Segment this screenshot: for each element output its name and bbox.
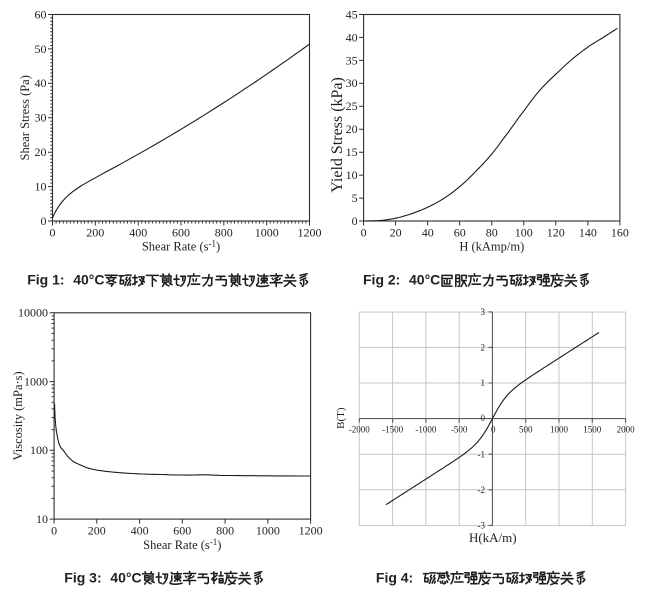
svg-text:40: 40 [35,76,47,90]
svg-text:600: 600 [172,226,190,240]
svg-text:1: 1 [481,378,486,388]
svg-text:40°C: 40°C [110,569,141,585]
svg-text:-500: -500 [451,424,468,434]
svg-text:Shear Stress (Pa): Shear Stress (Pa) [18,75,32,160]
svg-text:Fig 4:: Fig 4: [376,569,413,585]
svg-text:B(T): B(T) [335,407,347,429]
svg-text:Shear Rate (s-1): Shear Rate (s-1) [142,239,220,254]
svg-text:-2: -2 [478,485,486,495]
svg-text:500: 500 [519,424,533,434]
svg-text:10: 10 [35,180,47,194]
svg-text:800: 800 [215,226,233,240]
svg-text:3: 3 [481,307,486,317]
svg-text:40: 40 [422,226,434,240]
svg-text:400: 400 [131,524,149,538]
svg-text:40°C: 40°C [409,272,440,288]
svg-text:Yield Stress (kPa): Yield Stress (kPa) [329,77,346,193]
svg-text:40: 40 [346,30,358,44]
svg-text:60: 60 [454,226,466,240]
svg-text:35: 35 [346,53,358,67]
svg-text:30: 30 [35,111,47,125]
svg-text:80: 80 [486,226,498,240]
svg-text:0: 0 [352,214,358,228]
svg-text:60: 60 [35,7,47,21]
svg-text:Viscosity (mPa·s): Viscosity (mPa·s) [11,371,25,460]
svg-text:1000: 1000 [255,226,279,240]
svg-text:100: 100 [515,226,533,240]
svg-text:0: 0 [41,214,47,228]
svg-text:1500: 1500 [583,424,602,434]
svg-text:400: 400 [129,226,147,240]
svg-text:0: 0 [50,226,56,240]
svg-text:Fig 3:: Fig 3: [64,569,101,585]
svg-text:2000: 2000 [617,424,636,434]
svg-text:Fig 1:: Fig 1: [27,272,64,288]
svg-text:5: 5 [352,191,358,205]
svg-text:Shear Rate (s-1): Shear Rate (s-1) [143,537,221,552]
svg-text:30: 30 [346,76,358,90]
svg-text:20: 20 [35,145,47,159]
svg-text:-1: -1 [478,449,486,459]
svg-text:H(kA/m): H(kA/m) [469,530,517,545]
svg-text:10: 10 [36,512,48,526]
svg-text:1000: 1000 [256,524,280,538]
svg-text:140: 140 [579,226,597,240]
svg-text:10: 10 [346,168,358,182]
svg-text:H (kAmp/m): H (kAmp/m) [459,240,524,254]
svg-text:0: 0 [361,226,367,240]
svg-text:2: 2 [481,343,486,353]
svg-text:10000: 10000 [18,306,48,320]
svg-text:0: 0 [491,424,496,434]
svg-text:50: 50 [35,42,47,56]
svg-text:-1500: -1500 [382,424,403,434]
svg-text:100: 100 [30,443,48,457]
svg-text:600: 600 [173,524,191,538]
svg-text:120: 120 [547,226,565,240]
svg-text:200: 200 [88,524,106,538]
svg-text:Fig 2:: Fig 2: [363,272,400,288]
svg-text:200: 200 [86,226,104,240]
svg-text:15: 15 [346,145,358,159]
svg-text:45: 45 [346,7,358,21]
svg-text:160: 160 [611,226,629,240]
svg-text:20: 20 [346,122,358,136]
svg-text:1000: 1000 [24,375,48,389]
svg-text:0: 0 [51,524,57,538]
svg-text:-2000: -2000 [349,424,370,434]
svg-text:800: 800 [216,524,234,538]
svg-text:0: 0 [481,413,486,423]
svg-text:-1000: -1000 [415,424,436,434]
svg-text:40°C: 40°C [73,272,104,288]
svg-text:1000: 1000 [550,424,569,434]
svg-text:20: 20 [390,226,402,240]
svg-text:25: 25 [346,99,358,113]
svg-text:-3: -3 [478,521,486,531]
svg-text:1200: 1200 [298,226,322,240]
svg-text:1200: 1200 [299,524,323,538]
